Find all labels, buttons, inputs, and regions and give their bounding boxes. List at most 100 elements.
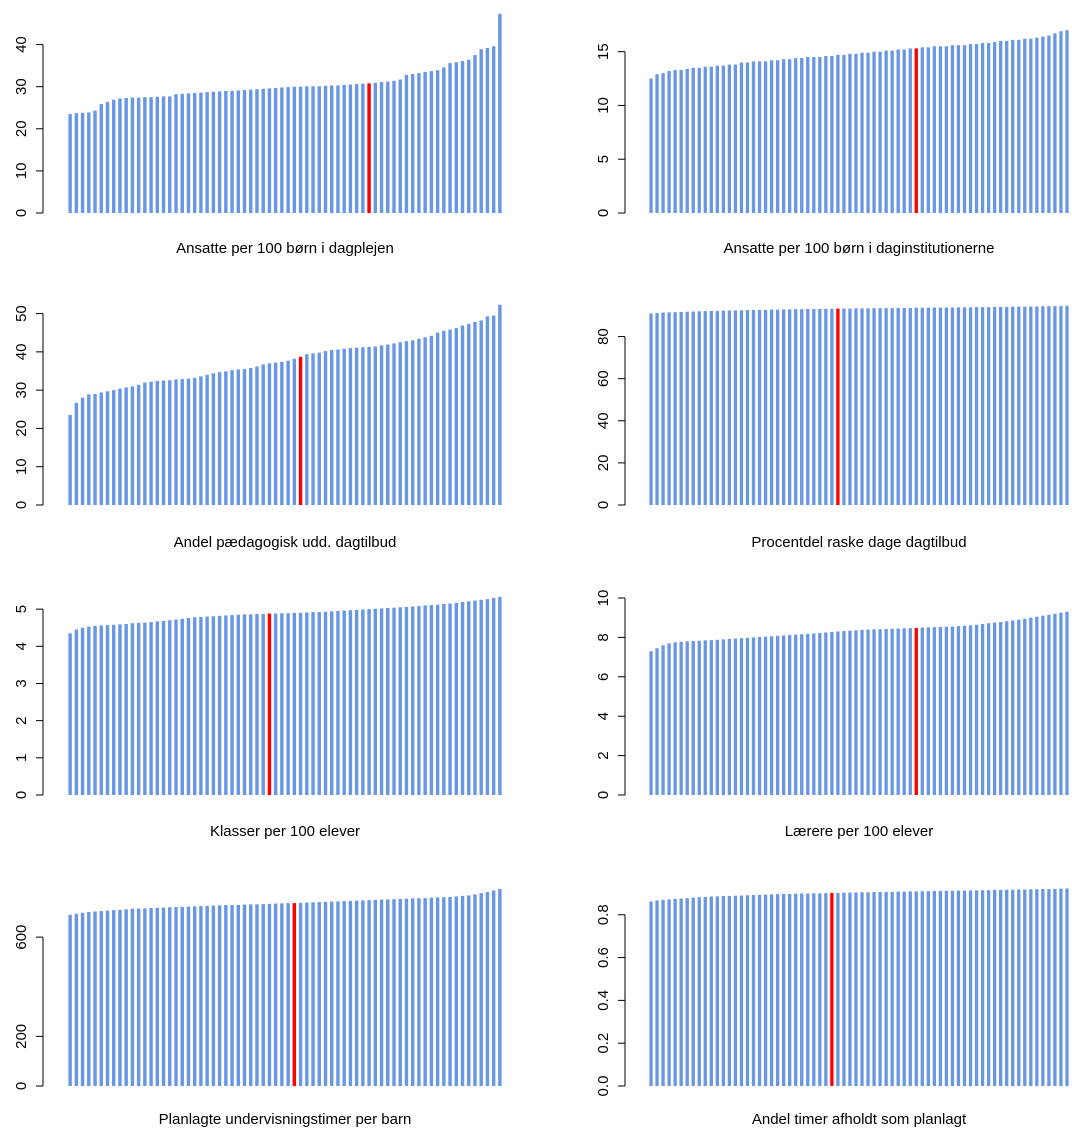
bar bbox=[99, 911, 103, 1086]
bar bbox=[697, 311, 701, 505]
bar bbox=[348, 610, 353, 795]
bar bbox=[87, 394, 91, 505]
bar bbox=[386, 608, 390, 795]
bar bbox=[136, 622, 141, 795]
bar bbox=[454, 62, 458, 214]
bar bbox=[956, 45, 961, 214]
bar bbox=[757, 61, 762, 214]
x-axis-label: Klasser per 100 elever bbox=[210, 823, 360, 840]
bar bbox=[1065, 30, 1069, 214]
bar bbox=[236, 90, 240, 213]
y-tick-label: 0 bbox=[595, 209, 612, 217]
highlight-bar bbox=[914, 627, 918, 795]
chart-panel-4: 0 20 40 60 80 Procentdel raske dage dagtilbud bbox=[595, 305, 1069, 551]
bar bbox=[373, 608, 378, 795]
bar bbox=[769, 60, 774, 213]
bar bbox=[454, 896, 458, 1086]
y-tick-label: 8 bbox=[595, 633, 612, 641]
bar bbox=[914, 307, 918, 505]
bar bbox=[667, 71, 671, 214]
bar bbox=[806, 309, 810, 505]
bar bbox=[242, 90, 247, 213]
bar bbox=[93, 110, 97, 213]
bar bbox=[721, 639, 726, 795]
bar bbox=[1041, 306, 1045, 505]
bar bbox=[336, 901, 340, 1086]
bar bbox=[435, 332, 440, 505]
bar bbox=[192, 617, 197, 795]
bar bbox=[467, 895, 471, 1086]
bar bbox=[908, 891, 912, 1086]
bar bbox=[896, 891, 900, 1086]
y-tick-label: 30 bbox=[13, 78, 30, 95]
bar bbox=[168, 96, 172, 213]
bar bbox=[161, 96, 166, 213]
bar bbox=[781, 635, 786, 795]
bar bbox=[217, 372, 222, 505]
bar bbox=[186, 906, 191, 1086]
y-tick-label: 60 bbox=[595, 370, 612, 387]
bar bbox=[824, 308, 828, 505]
bar bbox=[460, 325, 465, 505]
bar bbox=[217, 615, 222, 795]
bar bbox=[745, 62, 750, 213]
bar bbox=[136, 384, 141, 505]
bar bbox=[697, 67, 701, 213]
bar bbox=[745, 310, 750, 505]
bar bbox=[854, 892, 858, 1086]
bar bbox=[404, 898, 409, 1086]
bar bbox=[192, 377, 197, 505]
x-axis-label: Andel timer afholdt som planlagt bbox=[752, 1111, 967, 1128]
bar bbox=[93, 625, 97, 795]
bar bbox=[242, 369, 247, 505]
bar bbox=[703, 66, 707, 213]
bar bbox=[199, 92, 203, 213]
bar bbox=[354, 900, 359, 1086]
bar bbox=[273, 613, 278, 795]
bar bbox=[460, 61, 465, 213]
bar bbox=[999, 622, 1003, 795]
bar bbox=[655, 648, 659, 795]
bar bbox=[1011, 620, 1015, 795]
bar bbox=[155, 380, 160, 505]
bar bbox=[211, 616, 216, 795]
bar bbox=[286, 87, 290, 213]
bar bbox=[417, 606, 421, 795]
bar bbox=[751, 895, 756, 1086]
bar bbox=[361, 83, 365, 214]
bar bbox=[739, 895, 744, 1086]
bar bbox=[261, 364, 265, 505]
bar bbox=[836, 892, 840, 1086]
bar bbox=[112, 99, 116, 213]
bar bbox=[781, 309, 786, 505]
bar bbox=[386, 899, 390, 1086]
bar bbox=[920, 47, 924, 213]
bar bbox=[655, 74, 659, 213]
bar bbox=[788, 309, 792, 505]
bar bbox=[410, 606, 415, 795]
bar bbox=[398, 342, 402, 505]
bar bbox=[956, 626, 961, 795]
bar bbox=[824, 632, 828, 795]
bar bbox=[661, 899, 665, 1086]
bar bbox=[105, 101, 110, 213]
bar bbox=[404, 341, 409, 505]
bar bbox=[317, 612, 321, 795]
bar bbox=[679, 898, 683, 1086]
bar bbox=[1023, 618, 1027, 795]
bar bbox=[1011, 889, 1015, 1086]
bar bbox=[884, 891, 888, 1086]
bar bbox=[143, 382, 147, 505]
x-axis-label: Ansatte per 100 børn i dagplejen bbox=[176, 240, 394, 257]
bar bbox=[379, 608, 384, 795]
y-tick-label: 30 bbox=[13, 382, 30, 399]
bar bbox=[230, 370, 234, 505]
y-tick-label: 0 bbox=[595, 501, 612, 509]
bar bbox=[118, 624, 122, 795]
bar bbox=[854, 53, 858, 214]
bar bbox=[691, 311, 695, 505]
bar bbox=[205, 92, 209, 213]
bar bbox=[273, 362, 278, 505]
bar bbox=[974, 624, 979, 795]
